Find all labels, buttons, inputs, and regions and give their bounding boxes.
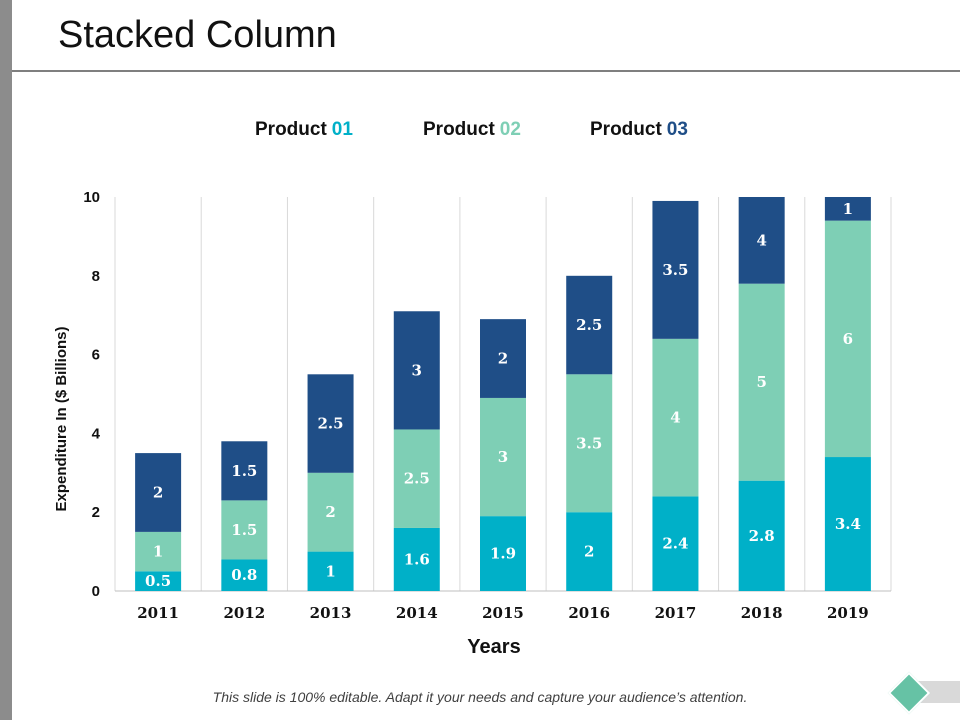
data-label: 0.8 [231, 566, 257, 584]
legend-label: Product [423, 119, 495, 140]
data-label: 6 [843, 330, 853, 348]
bar-segment [480, 516, 526, 591]
y-tick-label: 8 [92, 268, 100, 285]
bar-segment [307, 551, 354, 591]
bar-segment [652, 200, 699, 339]
x-tick-label: 2017 [655, 604, 697, 622]
data-label: 1.6 [404, 550, 430, 568]
data-label: 2.5 [318, 415, 344, 433]
bar-segment [480, 397, 526, 517]
corner-decoration-bar [918, 681, 960, 703]
data-label: 2.4 [662, 535, 688, 553]
y-tick-label: 0 [92, 583, 100, 600]
x-tick-label: 2011 [137, 604, 179, 622]
left-accent-bar [0, 0, 12, 720]
bar-segment [307, 374, 354, 473]
bar-segment [135, 453, 182, 532]
bar-segment [824, 457, 871, 591]
data-label: 1 [325, 562, 335, 580]
data-label: 2.5 [404, 470, 430, 488]
legend-item-product-03: Product 03 [590, 119, 688, 141]
slide-title: Stacked Column [58, 14, 337, 56]
bar-segment [307, 472, 354, 552]
bar-segment [135, 531, 182, 572]
data-label: 1.5 [231, 462, 257, 480]
data-label: 0.5 [145, 572, 171, 590]
data-label: 1.5 [231, 521, 257, 539]
bar-segment [221, 559, 268, 591]
data-label: 3 [498, 448, 508, 466]
data-label: 4 [670, 409, 680, 427]
data-label: 3.5 [576, 434, 602, 452]
legend-number: 02 [499, 119, 521, 140]
data-label: 3.5 [662, 261, 688, 279]
x-tick-label: 2018 [741, 604, 783, 622]
chart-legend: Product 01 Product 02 Product 03 [0, 119, 960, 145]
y-tick-label: 2 [92, 504, 100, 521]
bar-segment [824, 220, 871, 458]
y-tick-label: 4 [92, 425, 101, 442]
data-label: 1.9 [490, 545, 516, 563]
data-label: 2 [584, 543, 594, 561]
bar-segment [566, 275, 613, 375]
data-label: 5 [756, 373, 766, 391]
bar-segment [393, 311, 440, 430]
data-label: 2.5 [576, 316, 602, 334]
data-label: 2.8 [749, 527, 775, 545]
y-axis-title: Expenditure In ($ Billions) [53, 326, 70, 511]
x-tick-label: 2012 [223, 604, 265, 622]
x-axis-title: Years [467, 636, 520, 658]
stacked-column-chart: 0 2 4 6 8 10 0.5 1 2 2011 0.8 1.5 1.5 2012 1 2 2.5 2013 1.… [53, 189, 892, 658]
data-label: 4 [756, 231, 766, 249]
x-tick-label: 2013 [310, 604, 352, 622]
legend-label: Product [590, 119, 662, 140]
data-label: 2 [498, 350, 508, 368]
data-label: 3.4 [835, 515, 861, 533]
bar-segment [221, 500, 268, 560]
x-tick-label: 2015 [482, 604, 524, 622]
bar-segment [135, 571, 182, 591]
bar-segment [738, 480, 785, 591]
legend-number: 03 [666, 119, 688, 140]
y-tick-label: 6 [92, 347, 100, 364]
legend-item-product-01: Product 01 [255, 119, 353, 141]
data-label: 3 [412, 361, 422, 379]
bar-segment [221, 441, 268, 501]
bar-segment [566, 374, 613, 513]
bar-segment [652, 496, 699, 591]
bar-segment [738, 283, 785, 481]
bar-segment [566, 512, 613, 591]
bar-segment [824, 197, 871, 221]
x-tick-label: 2019 [827, 604, 869, 622]
x-tick-label: 2016 [568, 604, 610, 622]
bar-segment [393, 527, 440, 591]
bar-segment [480, 319, 526, 398]
data-label: 1 [153, 543, 163, 561]
legend-label: Product [255, 119, 327, 140]
legend-number: 01 [331, 119, 353, 140]
legend-item-product-02: Product 02 [423, 119, 521, 141]
bar-segment [652, 338, 699, 497]
data-label: 1 [843, 200, 853, 218]
title-divider [12, 70, 960, 72]
y-tick-label: 10 [83, 189, 100, 206]
footer-note: This slide is 100% editable. Adapt it yo… [212, 689, 748, 705]
x-tick-label: 2014 [396, 604, 438, 622]
bar-segment [738, 197, 785, 284]
bar-segment [393, 429, 440, 528]
data-label: 2 [325, 503, 335, 521]
data-label: 2 [153, 484, 163, 502]
